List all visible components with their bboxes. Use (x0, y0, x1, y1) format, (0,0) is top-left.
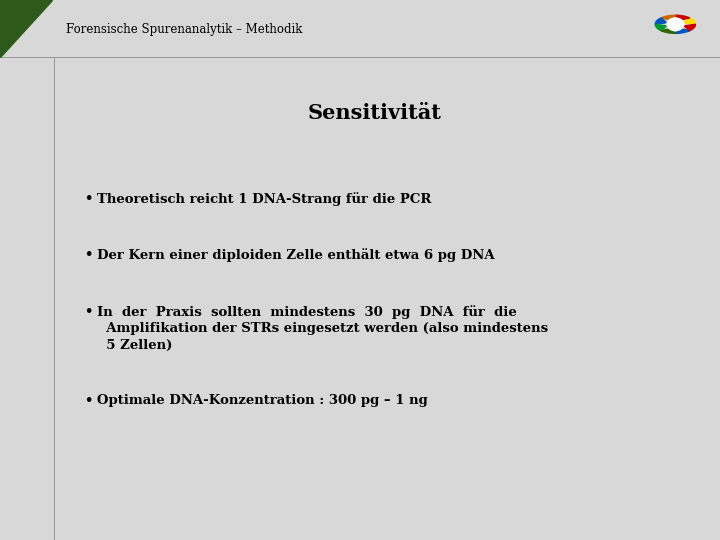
Polygon shape (655, 18, 667, 24)
Text: Optimale DNA-Konzentration : 300 pg – 1 ng: Optimale DNA-Konzentration : 300 pg – 1 … (97, 394, 428, 407)
Text: Theoretisch reicht 1 DNA-Strang für die PCR: Theoretisch reicht 1 DNA-Strang für die … (97, 192, 431, 206)
Polygon shape (684, 18, 696, 24)
Text: Der Kern einer diploiden Zelle enthält etwa 6 pg DNA: Der Kern einer diploiden Zelle enthält e… (97, 248, 495, 262)
Polygon shape (661, 15, 675, 21)
Polygon shape (0, 0, 52, 57)
Text: •: • (84, 305, 93, 318)
Circle shape (667, 18, 684, 31)
Text: Sensitivität: Sensitivität (307, 103, 441, 124)
Text: •: • (84, 394, 93, 407)
Text: In  der  Praxis  sollten  mindestens  30  pg  DNA  für  die
  Amplifikation der : In der Praxis sollten mindestens 30 pg D… (97, 305, 549, 352)
Polygon shape (655, 24, 667, 31)
Text: •: • (84, 192, 93, 205)
Text: •: • (84, 248, 93, 261)
Polygon shape (684, 24, 696, 31)
Polygon shape (675, 28, 690, 33)
Text: Forensische Spurenanalytik – Methodik: Forensische Spurenanalytik – Methodik (66, 23, 302, 36)
Polygon shape (661, 28, 675, 33)
Polygon shape (675, 15, 690, 21)
